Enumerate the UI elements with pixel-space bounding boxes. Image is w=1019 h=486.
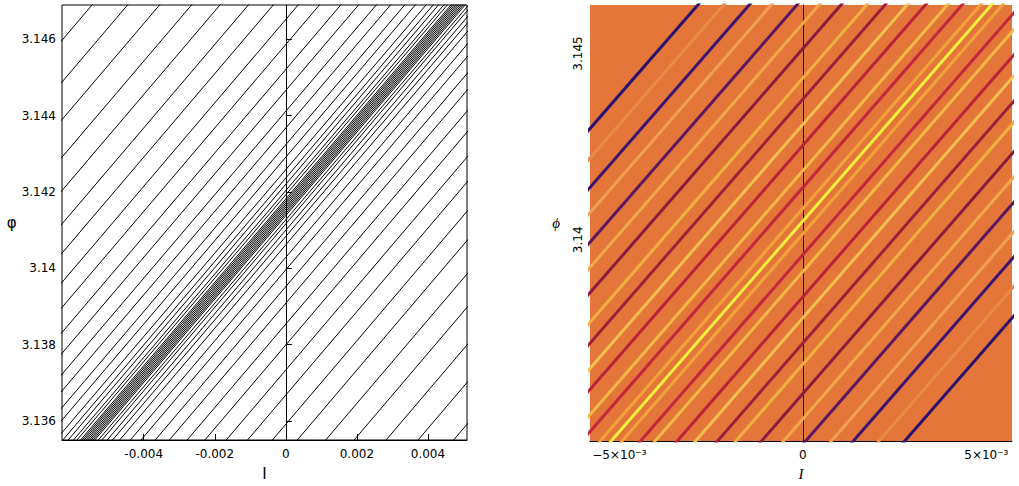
svg-text:I: I: [262, 465, 266, 483]
svg-text:-0.004: -0.004: [124, 447, 163, 461]
svg-text:3.145: 3.145: [571, 36, 585, 70]
svg-text:0: 0: [282, 447, 290, 461]
svg-text:3.144: 3.144: [22, 109, 56, 123]
svg-text:0.002: 0.002: [340, 447, 374, 461]
svg-text:3.14: 3.14: [29, 261, 56, 275]
svg-text:ϕ: ϕ: [552, 215, 560, 231]
svg-text:3.146: 3.146: [22, 32, 56, 46]
svg-text:I: I: [798, 466, 805, 482]
svg-text:3.14: 3.14: [571, 226, 585, 253]
svg-text:−5×10⁻³: −5×10⁻³: [592, 448, 646, 462]
svg-text:0.004: 0.004: [411, 447, 445, 461]
svg-text:-0.002: -0.002: [195, 447, 234, 461]
svg-text:3.138: 3.138: [22, 338, 56, 352]
svg-text:3.142: 3.142: [22, 185, 56, 199]
svg-text:0: 0: [799, 448, 807, 462]
svg-text:3.136: 3.136: [22, 414, 56, 428]
svg-text:φ: φ: [7, 214, 17, 232]
svg-text:5×10⁻³: 5×10⁻³: [964, 448, 1008, 462]
